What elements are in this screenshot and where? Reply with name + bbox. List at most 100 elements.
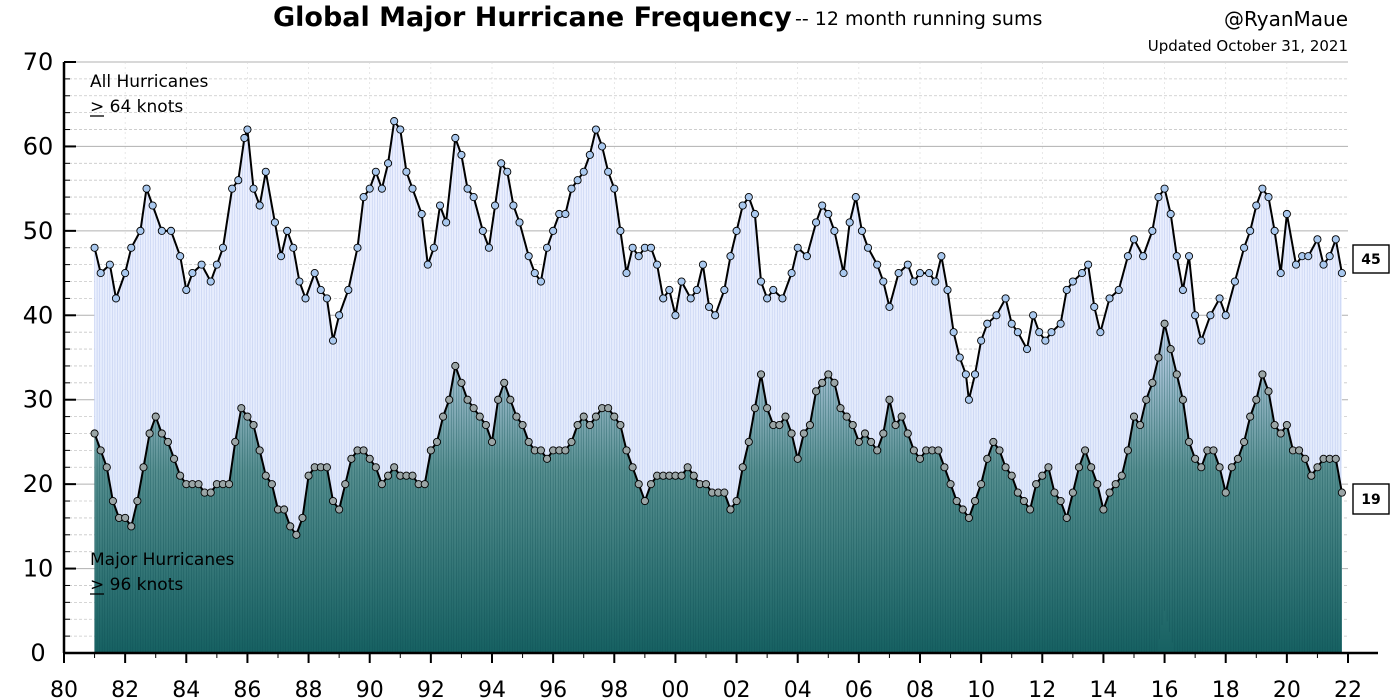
all-hurricanes-point [604,167,613,176]
major-hurricanes-point [102,463,111,472]
all-hurricanes-point [561,209,570,219]
latest-all-value: 45 [1361,252,1380,268]
all-hurricanes-point [671,311,680,320]
all-hurricanes-point [879,277,888,286]
major-hurricanes-point [616,420,625,430]
all-hurricanes-point [157,226,166,235]
all-hurricanes-point [105,260,114,269]
all-hurricanes-point [659,294,668,303]
all-hurricanes-point [1035,328,1044,337]
x-tick-label: 02 [723,678,751,700]
major-hurricanes-point [848,420,857,430]
all-hurricanes-point [111,294,121,303]
major-hurricanes-point [726,505,735,514]
major-hurricanes-point [1129,412,1139,421]
major-hurricanes-point [96,446,105,455]
all-hurricanes-point [787,269,796,278]
all-hurricanes-point [585,150,594,159]
all-hurricanes-point [408,184,417,193]
all-hurricanes-point [698,260,707,269]
all-hurricanes-point [478,226,487,235]
y-tick-label: 50 [23,217,54,245]
all-hurricanes-point [756,277,766,286]
all-hurricanes-point [249,184,258,193]
all-hurricanes-point [509,201,518,210]
all-hurricanes-point [830,226,839,235]
major-hurricanes-point [1227,463,1236,472]
major-hurricanes-point [1197,463,1206,472]
all-hurricanes-point [1246,226,1255,235]
major-hurricanes-point [347,454,356,463]
all-hurricanes-point [744,193,753,202]
x-tick-label: 80 [50,678,78,700]
all-hurricanes-point [344,285,353,295]
all-hurricanes-point [961,370,970,379]
chart-subtitle: -- 12 month running sums [795,8,1042,30]
all-hurricanes-point [1270,226,1279,235]
x-tick-label: 88 [295,678,323,700]
all-hurricanes-point [983,319,992,328]
all-hurricanes-point [1090,302,1099,311]
major-hurricanes-point [1136,420,1145,430]
major-hurricanes-point [1142,395,1151,404]
major-hurricanes-point [1093,480,1102,489]
major-hurricanes-point [1160,319,1169,328]
major-hurricanes-point [1117,471,1126,480]
all-hurricanes-point [909,277,918,286]
major-hurricanes-point [1258,370,1267,379]
major-hurricanes-point [1178,395,1187,404]
all-hurricanes-point [1068,277,1077,286]
all-hurricanes-point [628,243,637,252]
all-hurricanes-point [1084,260,1093,269]
all-hurricanes-point [943,285,952,295]
major-hurricanes-point [512,412,521,421]
all-hurricanes-point [243,125,252,134]
all-hurricanes-point [491,201,500,210]
all-hurricanes-point [763,294,772,303]
all-hurricanes-point [1258,184,1267,193]
major-hurricanes-point [879,429,888,438]
all-hurricanes-point [1001,294,1010,303]
all-hurricanes-point [335,311,344,320]
x-tick-label: 96 [539,678,567,700]
major-hurricanes-fill [94,323,1342,653]
major-hurricanes-point [163,437,172,446]
all-hurricanes-point [142,184,151,193]
all-hurricanes-point [1105,294,1114,303]
major-hurricanes-point [634,480,643,489]
major-hurricanes-point [750,404,759,413]
major-hurricanes-point [701,480,711,489]
major-hurricanes-point [977,480,986,489]
x-tick-label: 10 [967,678,995,700]
major-hurricanes-point [1240,437,1249,446]
all-hurricanes-point [384,159,393,168]
major-hurricanes-point [744,437,753,446]
all-hurricanes-point [873,260,882,269]
major-hurricanes-point [1166,345,1175,354]
updated-date: Updated October 31, 2021 [1148,37,1348,55]
major-hurricanes-point [445,395,454,404]
all-hurricanes-point [96,269,105,278]
major-hurricanes-point [830,378,839,387]
all-hurricanes-point [1197,336,1206,345]
all-hurricanes-point [579,167,588,176]
major-hurricanes-point [451,361,460,370]
major-hurricanes-point [818,378,827,387]
all-hurricanes-point [328,336,338,345]
major-hurricanes-point [622,446,631,455]
all-hurricanes-point [270,218,279,227]
major-hurricanes-point [1331,454,1340,463]
major-hurricanes-point [805,420,814,430]
major-hurricanes-point [1074,463,1084,472]
major-hurricanes-point [860,429,870,438]
major-hurricanes-point [836,404,845,413]
all-hurricanes-point [295,277,304,286]
major-hurricanes-point [934,446,943,455]
major-hurricanes-point [995,446,1004,455]
all-hurricanes-point [1178,285,1187,295]
major-hurricanes-point [738,463,747,472]
all-hurricanes-point [255,201,264,210]
all-hurricanes-point [188,269,197,278]
major-hurricanes-point [787,429,796,438]
major-hurricanes-point [561,446,570,455]
